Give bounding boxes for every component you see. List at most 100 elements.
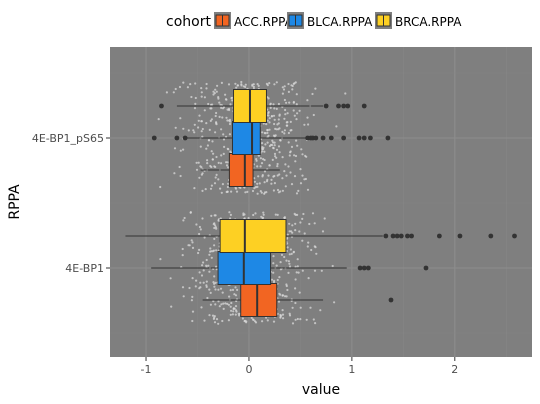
jitter-point <box>219 287 223 290</box>
jitter-point <box>229 313 232 316</box>
jitter-point <box>213 237 216 240</box>
jitter-point <box>232 307 235 310</box>
jitter-point <box>193 107 197 110</box>
jitter-point <box>214 224 217 227</box>
jitter-point <box>215 265 218 268</box>
jitter-point <box>195 279 198 282</box>
jitter-point <box>298 291 301 294</box>
jitter-point <box>296 144 299 147</box>
outlier-point <box>365 265 371 271</box>
jitter-point <box>295 139 298 142</box>
jitter-point <box>191 277 194 280</box>
jitter-point <box>227 182 230 185</box>
jitter-point <box>256 192 259 195</box>
jitter-point <box>200 87 203 90</box>
jitter-point <box>214 165 217 169</box>
jitter-point <box>285 284 288 288</box>
jitter-point <box>261 150 264 153</box>
jitter-point <box>311 92 314 96</box>
x-tick-label: -1 <box>141 363 152 376</box>
jitter-point <box>344 92 347 95</box>
jitter-point <box>245 321 248 324</box>
jitter-point <box>289 248 292 251</box>
jitter-point <box>208 139 211 142</box>
outlier-point <box>383 233 389 239</box>
jitter-point <box>293 114 296 117</box>
jitter-point <box>204 188 207 191</box>
box <box>228 153 254 187</box>
jitter-point <box>286 236 289 240</box>
jitter-point <box>211 158 214 161</box>
jitter-point <box>263 131 266 135</box>
legend-label: ACC.RPPA <box>234 15 294 29</box>
jitter-point <box>287 131 290 135</box>
jitter-point <box>220 128 223 131</box>
jitter-point <box>205 147 208 150</box>
jitter-point <box>206 162 209 165</box>
jitter-point <box>231 99 234 102</box>
jitter-point <box>257 84 260 87</box>
jitter-point <box>266 128 269 132</box>
jitter-point <box>303 178 306 181</box>
jitter-point <box>212 300 215 303</box>
boxplot-ACC.RPPA-4E-BP1 <box>202 283 394 317</box>
jitter-point <box>207 102 210 106</box>
jitter-point <box>179 149 182 152</box>
jitter-point <box>272 271 275 274</box>
jitter-point <box>306 188 310 191</box>
jitter-point <box>273 182 276 185</box>
jitter-point <box>294 318 297 321</box>
legend: cohort ACC.RPPA BLCA.RPPA BRCA.RPPA <box>166 12 462 30</box>
jitter-point <box>200 130 203 133</box>
jitter-point <box>199 281 202 284</box>
jitter-point <box>159 258 162 261</box>
jitter-point <box>276 188 280 192</box>
jitter-point <box>281 294 284 297</box>
outlier-point <box>323 103 329 109</box>
jitter-point <box>295 271 298 274</box>
jitter-point <box>272 189 275 192</box>
outlier-point <box>357 265 363 271</box>
jitter-point <box>303 232 306 235</box>
outlier-point <box>385 135 391 141</box>
jitter-point <box>198 176 201 179</box>
jitter-point <box>222 307 225 310</box>
jitter-point <box>201 217 204 220</box>
jitter-point <box>201 135 204 138</box>
jitter-point <box>294 287 297 290</box>
jitter-point <box>228 211 231 214</box>
jitter-point <box>275 156 278 159</box>
jitter-point <box>288 312 291 315</box>
jitter-point <box>299 168 302 171</box>
jitter-point <box>272 255 275 258</box>
jitter-point <box>206 159 209 162</box>
jitter-point <box>235 190 239 193</box>
jitter-point <box>271 158 274 161</box>
jitter-point <box>208 128 211 131</box>
jitter-point <box>203 109 206 112</box>
outlier-point <box>368 135 373 141</box>
jitter-point <box>229 120 232 123</box>
jitter-point <box>294 81 297 84</box>
jitter-point <box>227 303 230 306</box>
outlier-point <box>394 233 400 239</box>
jitter-point <box>274 127 277 130</box>
jitter-point <box>191 310 195 313</box>
jitter-point <box>211 140 214 143</box>
jitter-point <box>189 211 192 214</box>
jitter-point <box>281 130 284 133</box>
jitter-point <box>221 107 225 110</box>
jitter-point <box>266 319 269 322</box>
x-axis: -1 0 1 2 <box>141 357 458 376</box>
jitter-point <box>285 101 288 104</box>
jitter-point <box>265 180 269 183</box>
jitter-point <box>276 123 279 126</box>
jitter-point <box>174 87 177 91</box>
jitter-point <box>281 86 284 89</box>
jitter-point <box>302 212 305 216</box>
jitter-point <box>236 84 239 87</box>
jitter-point <box>296 112 299 115</box>
jitter-point <box>299 182 303 185</box>
jitter-point <box>291 88 294 91</box>
jitter-point <box>279 139 282 142</box>
